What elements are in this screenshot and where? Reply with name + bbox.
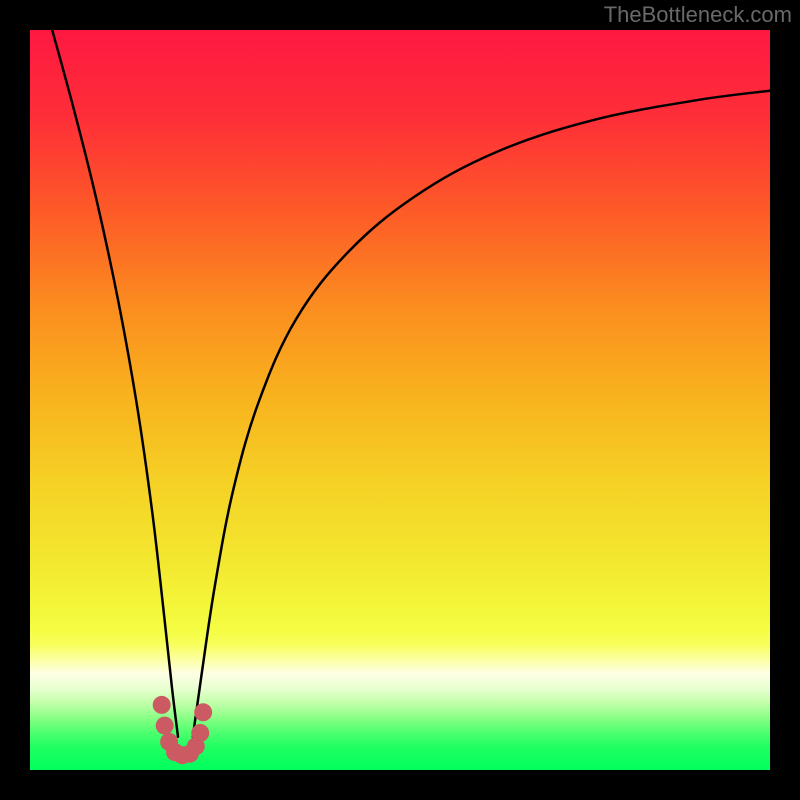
watermark-label: TheBottleneck.com	[604, 2, 792, 28]
gradient-background	[30, 30, 770, 770]
chart-container: TheBottleneck.com	[0, 0, 800, 800]
marker-dot	[156, 717, 174, 735]
chart-svg	[0, 0, 800, 800]
marker-dot	[194, 703, 212, 721]
marker-dot	[191, 724, 209, 742]
marker-dot	[153, 696, 171, 714]
